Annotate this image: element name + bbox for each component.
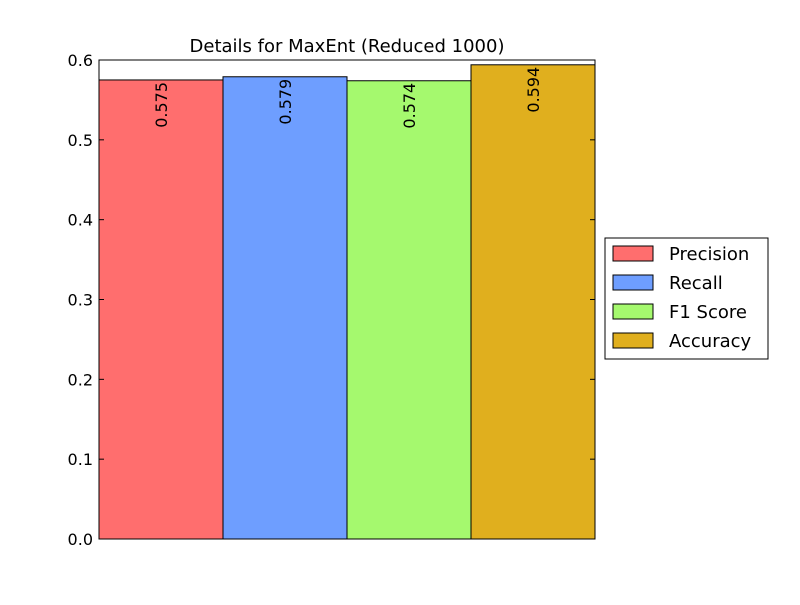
bar-accuracy [470, 64, 596, 540]
y-tick-label: 0.0 [68, 530, 93, 549]
bar-value-labels: 0.575 0.579 0.574 0.594 [152, 67, 543, 129]
legend-swatch [612, 274, 654, 291]
legend-label: Recall [669, 273, 723, 294]
legend-label: Precision [669, 244, 749, 265]
legend-swatch [612, 332, 654, 349]
y-tick-label: 0.2 [68, 370, 93, 389]
legend-swatch [612, 245, 654, 262]
bar-value-label: 0.579 [276, 79, 295, 125]
y-tick-label: 0.6 [68, 51, 93, 70]
y-axis: 0.0 0.1 0.2 0.3 0.4 0.5 0.6 [68, 51, 595, 549]
bar-value-label: 0.594 [524, 67, 543, 113]
bar-f1-score [346, 80, 472, 540]
y-tick-label: 0.3 [68, 291, 93, 310]
y-tick-label: 0.5 [68, 131, 93, 150]
bars [98, 64, 596, 540]
bar-value-label: 0.574 [400, 83, 419, 129]
legend: Precision Recall F1 Score Accuracy [604, 237, 769, 360]
bar-recall [222, 76, 348, 540]
y-tick-label: 0.1 [68, 450, 93, 469]
chart-title: Details for MaxEnt (Reduced 1000) [190, 36, 505, 57]
bar-value-label: 0.575 [152, 82, 171, 128]
legend-label: Accuracy [669, 331, 752, 352]
legend-label: F1 Score [669, 302, 747, 323]
legend-swatch [612, 303, 654, 320]
bar-precision [98, 79, 224, 540]
y-tick-label: 0.4 [68, 211, 93, 230]
